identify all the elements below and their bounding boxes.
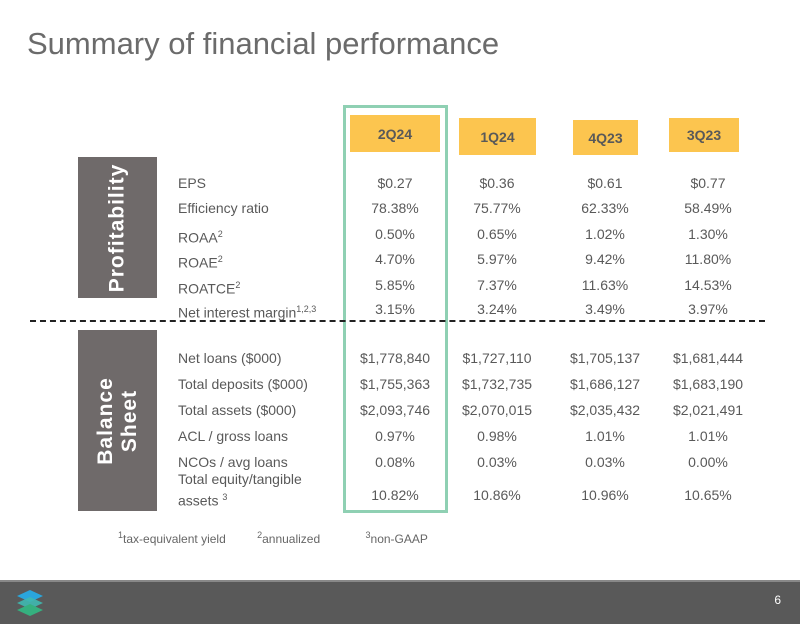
- cell-3q23: 58.49%: [684, 200, 732, 216]
- row-label: ROAA2: [178, 229, 223, 246]
- cell-2q24: 10.82%: [371, 487, 419, 503]
- cell-1q24: 7.37%: [477, 277, 517, 293]
- row-label: ROAE2: [178, 254, 223, 271]
- column-header-4q23: 4Q23: [573, 120, 638, 155]
- cell-1q24: 5.97%: [477, 251, 517, 267]
- cell-3q23: 11.80%: [684, 251, 732, 267]
- cell-1q24: 0.03%: [477, 454, 517, 470]
- cell-4q23: 10.96%: [581, 487, 629, 503]
- cell-2q24: 0.08%: [375, 454, 415, 470]
- footnotes: 1tax-equivalent yield 2annualized 3non-G…: [118, 530, 456, 546]
- cell-3q23: 0.00%: [688, 454, 728, 470]
- cell-2q24: $1,778,840: [359, 350, 431, 366]
- logo-layers-icon: [17, 590, 43, 616]
- column-header-3q23: 3Q23: [669, 118, 739, 152]
- footnote: 3non-GAAP: [365, 530, 428, 546]
- cell-3q23: 1.30%: [688, 226, 728, 242]
- row-label: ROATCE2: [178, 280, 241, 297]
- column-header-1q24: 1Q24: [459, 118, 536, 155]
- cell-3q23: 1.01%: [688, 428, 728, 444]
- row-label: Total assets ($000): [178, 402, 297, 418]
- cell-4q23: 1.01%: [585, 428, 625, 444]
- cell-4q23: 11.63%: [581, 277, 629, 293]
- row-label: Net loans ($000): [178, 350, 282, 366]
- row-label: ACL / gross loans: [178, 428, 288, 444]
- current-quarter-highlight: [343, 105, 448, 513]
- slide-title: Summary of financial performance: [27, 26, 500, 61]
- cell-4q23: 1.02%: [585, 226, 625, 242]
- column-header-2q24: 2Q24: [350, 115, 440, 152]
- table-row: Net interest margin1,2,3 3.15% 3.24% 3.49% 3…: [0, 298, 800, 321]
- table-row: ACL / gross loans 0.97% 0.98% 1.01% 1.01%: [0, 425, 800, 447]
- cell-1q24: 3.24%: [477, 301, 517, 317]
- row-label: NCOs / avg loans: [178, 454, 288, 470]
- table-row: Total deposits ($000) $1,755,363 $1,732,73…: [0, 373, 800, 395]
- page-number: 6: [774, 593, 781, 607]
- row-label: EPS: [178, 175, 207, 191]
- footer-bar: [0, 580, 800, 624]
- footnote: 1tax-equivalent yield: [118, 530, 226, 546]
- cell-3q23: 14.53%: [684, 277, 732, 293]
- cell-3q23: $1,683,190: [672, 376, 744, 392]
- table-row: Net loans ($000) $1,778,840 $1,727,110 $1,7…: [0, 347, 800, 369]
- cell-4q23: $2,035,432: [569, 402, 641, 418]
- cell-1q24: 75.77%: [473, 200, 521, 216]
- cell-2q24: $0.27: [377, 175, 413, 191]
- table-row: NCOs / avg loans 0.08% 0.03% 0.03% 0.00%: [0, 451, 800, 473]
- cell-1q24: 0.65%: [477, 226, 517, 242]
- footnote: 2annualized: [257, 530, 321, 546]
- table-row: ROAA2 0.50% 0.65% 1.02% 1.30%: [0, 223, 800, 246]
- cell-1q24: 10.86%: [473, 487, 521, 503]
- cell-3q23: 10.65%: [684, 487, 732, 503]
- cell-2q24: 5.85%: [375, 277, 415, 293]
- cell-4q23: 62.33%: [581, 200, 629, 216]
- cell-1q24: $0.36: [479, 175, 515, 191]
- cell-2q24: 0.97%: [375, 428, 415, 444]
- cell-4q23: $0.61: [587, 175, 623, 191]
- cell-3q23: $1,681,444: [672, 350, 744, 366]
- row-label: Total deposits ($000): [178, 376, 308, 392]
- cell-1q24: $1,727,110: [462, 350, 532, 366]
- cell-2q24: 3.15%: [375, 301, 415, 317]
- row-label: Efficiency ratio: [178, 200, 269, 216]
- cell-4q23: 3.49%: [585, 301, 625, 317]
- cell-4q23: 9.42%: [585, 251, 625, 267]
- row-label: Total equity/tangible assets 3: [178, 471, 302, 509]
- cell-2q24: 4.70%: [375, 251, 415, 267]
- row-label: Net interest margin1,2,3: [178, 304, 317, 321]
- cell-1q24: $1,732,735: [461, 376, 533, 392]
- cell-3q23: $2,021,491: [672, 402, 744, 418]
- section-divider: [30, 320, 765, 322]
- cell-4q23: $1,705,137: [569, 350, 641, 366]
- table-row: Efficiency ratio 78.38% 75.77% 62.33% 58.49%: [0, 197, 800, 219]
- profitability-label: Profitability: [78, 157, 157, 298]
- balance-sheet-label: Balance Sheet: [78, 330, 157, 511]
- cell-3q23: 3.97%: [688, 301, 728, 317]
- cell-1q24: $2,070,015: [461, 402, 533, 418]
- table-row: Total equity/tangible assets 3 10.82% 10.86…: [0, 471, 800, 509]
- table-row: ROAE2 4.70% 5.97% 9.42% 11.80%: [0, 248, 800, 271]
- table-row: EPS $0.27 $0.36 $0.61 $0.77: [0, 172, 800, 194]
- table-row: ROATCE2 5.85% 7.37% 11.63% 14.53%: [0, 274, 800, 297]
- cell-3q23: $0.77: [690, 175, 726, 191]
- cell-4q23: $1,686,127: [569, 376, 641, 392]
- cell-2q24: $2,093,746: [359, 402, 431, 418]
- table-row: Total assets ($000) $2,093,746 $2,070,015 $…: [0, 399, 800, 421]
- cell-2q24: $1,755,363: [359, 376, 431, 392]
- cell-2q24: 78.38%: [371, 200, 419, 216]
- cell-1q24: 0.98%: [477, 428, 517, 444]
- cell-2q24: 0.50%: [375, 226, 415, 242]
- cell-4q23: 0.03%: [585, 454, 625, 470]
